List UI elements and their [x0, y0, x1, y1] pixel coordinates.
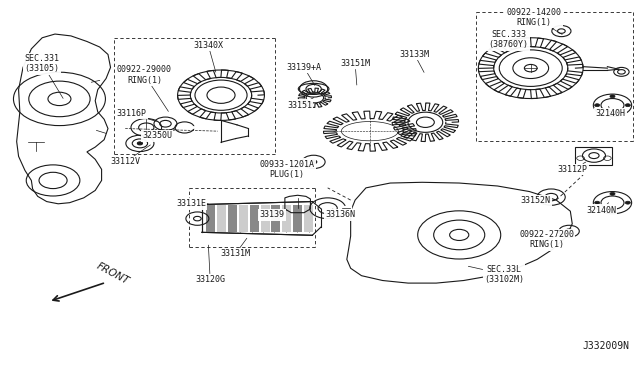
Bar — [239, 205, 248, 232]
Text: 33133M: 33133M — [399, 50, 429, 73]
Text: 00933-1201A
PLUG(1): 00933-1201A PLUG(1) — [259, 160, 314, 179]
Text: 33116P: 33116P — [116, 109, 156, 121]
Bar — [575, 147, 612, 164]
Circle shape — [310, 160, 317, 164]
Text: 33152N: 33152N — [521, 196, 551, 205]
Circle shape — [625, 104, 630, 107]
Circle shape — [595, 201, 600, 204]
Circle shape — [610, 113, 615, 116]
Text: 33131E: 33131E — [176, 199, 208, 208]
Text: 33136N: 33136N — [325, 209, 355, 219]
Text: 00922-14200
RING(1): 00922-14200 RING(1) — [506, 8, 562, 35]
Text: SEC.333
(38760Y): SEC.333 (38760Y) — [488, 30, 529, 51]
Text: 33139+A: 33139+A — [287, 63, 321, 86]
Circle shape — [138, 142, 143, 145]
Bar — [304, 205, 313, 232]
Text: J332009N: J332009N — [583, 341, 630, 351]
Text: 33112V: 33112V — [110, 145, 150, 166]
Bar — [260, 205, 269, 232]
Text: SEC.331
(33105): SEC.331 (33105) — [25, 54, 63, 98]
Text: FRONT: FRONT — [95, 261, 131, 287]
Text: 32140N: 32140N — [586, 203, 616, 215]
Bar — [282, 205, 291, 232]
Text: 33151: 33151 — [287, 97, 314, 110]
Bar — [217, 205, 226, 232]
Bar — [206, 205, 215, 232]
Text: 33151M: 33151M — [340, 59, 370, 85]
Text: 32350U: 32350U — [142, 129, 175, 141]
Text: 33139: 33139 — [260, 210, 287, 219]
Text: 00922-29000
RING(1): 00922-29000 RING(1) — [117, 65, 172, 111]
Text: 33131M: 33131M — [221, 238, 251, 258]
Bar — [250, 205, 259, 232]
Text: 31340X: 31340X — [193, 41, 223, 72]
Bar — [228, 205, 237, 232]
Text: 33120G: 33120G — [195, 245, 225, 284]
Circle shape — [625, 201, 630, 204]
Circle shape — [610, 210, 615, 213]
Text: SEC.33L
(33102M): SEC.33L (33102M) — [468, 264, 524, 284]
Circle shape — [610, 192, 615, 195]
Text: 00922-27200
RING(1): 00922-27200 RING(1) — [519, 230, 574, 250]
Circle shape — [610, 95, 615, 98]
Text: 32140H: 32140H — [596, 106, 625, 118]
Text: 33112P: 33112P — [557, 162, 588, 174]
Bar — [271, 205, 280, 232]
Circle shape — [595, 104, 600, 107]
Bar — [293, 205, 302, 232]
